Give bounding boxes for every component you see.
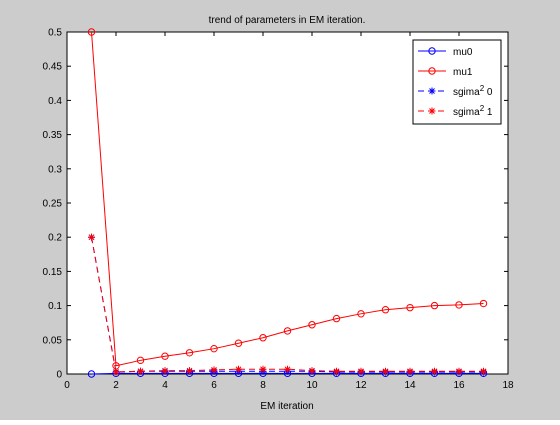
data-point — [259, 365, 267, 373]
data-point — [210, 344, 218, 353]
x-tick-label: 0 — [64, 380, 70, 391]
data-point — [431, 367, 438, 375]
data-point — [259, 334, 267, 342]
y-tick-label: 0.15 — [43, 267, 63, 278]
data-point — [455, 367, 463, 375]
chart-title: trend of parameters in EM iteration. — [209, 15, 366, 26]
data-point — [382, 367, 389, 375]
data-point — [137, 367, 144, 375]
legend-label: sgima2 1 — [453, 104, 493, 118]
data-point — [479, 299, 488, 308]
data-point — [406, 303, 414, 312]
data-point — [284, 365, 291, 373]
legend-label-suffix: 0 — [484, 87, 493, 98]
legend-label-superscript: 2 — [480, 104, 485, 113]
legend-label: mu1 — [453, 67, 473, 78]
x-tick-label: 6 — [211, 380, 217, 391]
legend-label: sgima2 0 — [453, 84, 493, 98]
data-point — [333, 367, 340, 375]
data-point — [186, 367, 193, 375]
data-point — [357, 367, 365, 375]
data-point — [161, 367, 169, 375]
y-tick-label: 0.35 — [43, 130, 63, 141]
data-point — [308, 321, 316, 329]
axes: 0 2 4 6 8 10 12 14 16 1800.050.10.150.20.250.30.3… — [43, 28, 514, 392]
data-point — [430, 301, 439, 310]
data-point — [185, 349, 194, 357]
legend-label-base: mu1 — [453, 67, 473, 78]
legend-marker — [428, 47, 436, 55]
y-tick-label: 0.45 — [43, 62, 63, 73]
x-tick-label: 14 — [404, 380, 416, 391]
data-point — [210, 366, 218, 374]
data-point — [480, 367, 487, 375]
data-point — [406, 367, 414, 375]
y-tick-label: 0.25 — [43, 199, 63, 210]
legend-label-suffix: 1 — [484, 107, 493, 118]
data-point — [332, 314, 341, 323]
x-tick-label: 18 — [502, 380, 514, 391]
legend-box — [412, 39, 502, 125]
y-tick-label: 0.05 — [43, 335, 63, 346]
data-point — [88, 233, 95, 241]
data-point — [381, 306, 390, 314]
series-line — [91, 31, 484, 367]
x-tick-label: 8 — [260, 380, 266, 391]
data-point — [308, 367, 316, 375]
data-point — [136, 356, 145, 365]
x-tick-label: 16 — [453, 380, 465, 391]
x-tick-label: 12 — [355, 380, 367, 391]
x-axis-label: EM iteration — [260, 401, 313, 412]
series-1 — [87, 28, 488, 370]
y-tick-label: 0.4 — [48, 96, 62, 107]
y-tick-label: 0.3 — [48, 164, 62, 175]
data-point — [455, 301, 463, 309]
legend-marker — [428, 107, 436, 115]
legend-marker — [428, 87, 436, 95]
x-tick-label: 2 — [113, 380, 119, 391]
data-point — [112, 368, 120, 376]
data-point — [161, 352, 169, 360]
x-tick-label: 4 — [162, 380, 168, 391]
legend-marker — [428, 67, 436, 75]
legend-label: mu0 — [453, 47, 473, 58]
legend-label-base: mu0 — [453, 47, 473, 58]
legend-label-base: sgima — [453, 87, 480, 98]
data-point — [357, 310, 365, 318]
series-layer — [87, 28, 488, 378]
legend-label-base: sgima — [453, 107, 480, 118]
data-point — [234, 339, 243, 347]
legend-label-superscript: 2 — [480, 84, 485, 93]
y-tick-label: 0.1 — [48, 301, 62, 312]
data-point — [87, 28, 96, 36]
y-tick-label: 0 — [56, 370, 62, 381]
y-tick-label: 0.5 — [48, 28, 62, 39]
y-tick-label: 0.2 — [48, 233, 62, 244]
data-point — [235, 365, 242, 373]
x-tick-label: 10 — [306, 380, 318, 391]
data-point — [87, 370, 96, 378]
series-3 — [88, 233, 487, 376]
data-point — [283, 327, 292, 335]
